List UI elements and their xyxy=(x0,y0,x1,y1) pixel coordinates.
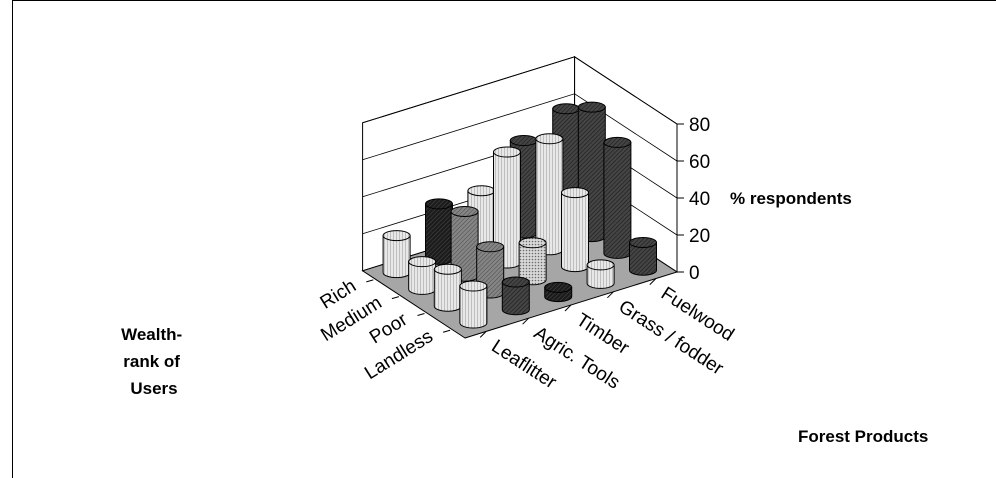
y-axis-title-line-3: Users xyxy=(130,379,177,398)
y-axis-title: Wealth- rank of Users xyxy=(121,325,187,398)
bar-rich-agric-tools xyxy=(425,198,453,265)
bar-landless-grass-fodder xyxy=(586,259,615,289)
column-tick xyxy=(649,278,657,285)
bar-rich-leaflitter xyxy=(382,230,411,279)
bars-group xyxy=(382,101,657,329)
row-tick xyxy=(391,296,400,300)
bar-poor-leaflitter xyxy=(433,263,462,312)
z-axis-ticks: 0 20 40 60 80 xyxy=(677,115,710,284)
row-tick xyxy=(442,329,451,333)
column-tick xyxy=(607,291,614,299)
column-tick xyxy=(479,331,487,338)
bar-landless-leaflitter xyxy=(459,280,488,329)
bar-poor-grass-fodder xyxy=(561,187,589,273)
y-axis-title-line-1: Wealth- xyxy=(121,325,182,344)
column-tick xyxy=(564,304,572,312)
z-tick-label: 20 xyxy=(689,226,710,247)
chart-frame: 0 20 40 60 80 Rich Medium Poor Landless Leaflit… xyxy=(12,0,996,478)
z-axis-title: % respondents xyxy=(730,189,852,208)
bar-landless-agric-tools xyxy=(501,276,530,316)
z-tick-label: 0 xyxy=(689,263,700,284)
gridline xyxy=(362,56,678,125)
row-tick xyxy=(417,312,425,316)
bar-medium-leaflitter xyxy=(408,256,437,295)
bar-landless-fuelwood xyxy=(629,236,657,276)
y-axis-title-line-2: rank of xyxy=(123,352,180,371)
gridline xyxy=(362,93,678,162)
bar-landless-timber xyxy=(544,281,573,303)
x-axis-title: Forest Products xyxy=(798,427,928,446)
bar-medium-agric-tools xyxy=(450,205,479,282)
z-tick-label: 40 xyxy=(689,189,710,210)
z-tick-label: 80 xyxy=(689,115,710,136)
column-tick xyxy=(522,317,529,325)
bar-medium-grass-fodder xyxy=(535,133,564,256)
z-tick-label: 60 xyxy=(689,152,710,173)
bar-poor-fuelwood xyxy=(603,136,632,259)
row-tick xyxy=(366,279,374,283)
